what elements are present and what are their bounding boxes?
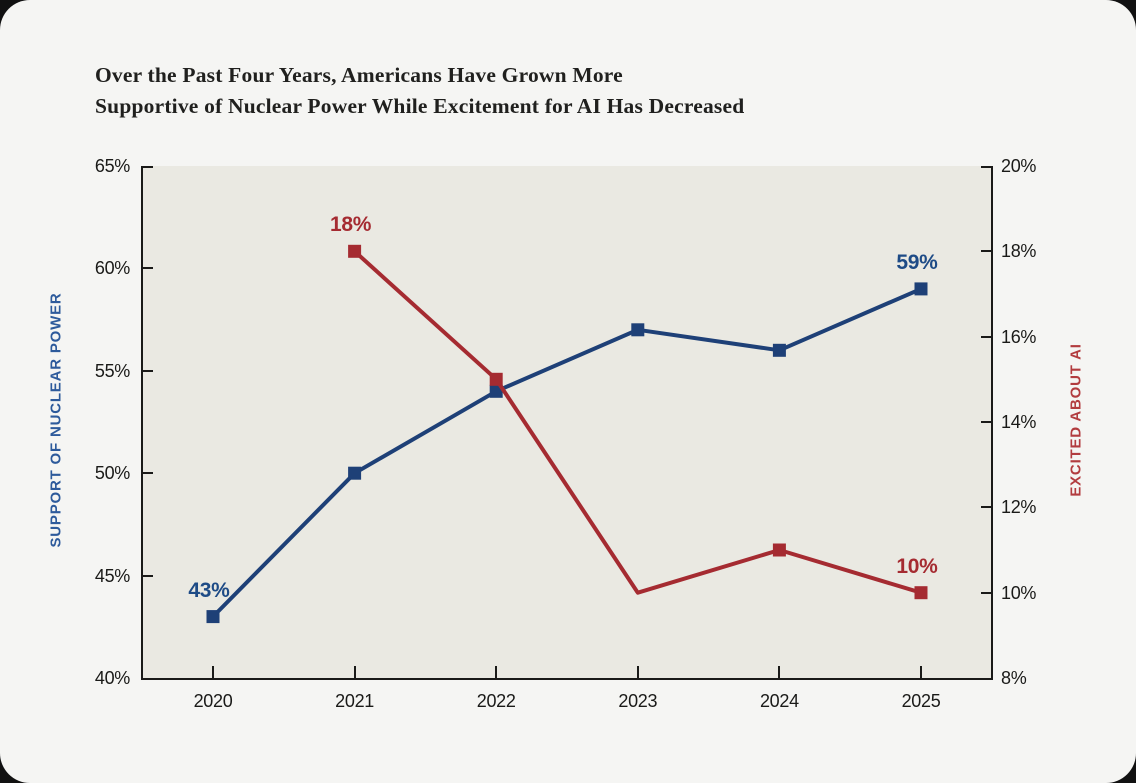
series-line-right (353, 249, 922, 595)
y-axis-right-tick-mark (981, 591, 991, 594)
left-axis-title: SUPPORT OF NUCLEAR POWER (47, 292, 65, 548)
data-point-marker (914, 282, 928, 296)
plot-area (141, 166, 993, 680)
x-axis-tick-label: 2021 (335, 691, 375, 711)
data-point-marker (206, 610, 220, 624)
y-axis-right-tick-label: 16% (1001, 326, 1037, 347)
x-axis-tick-mark (636, 666, 639, 678)
chart-title-line-1: Over the Past Four Years, Americans Have… (95, 63, 623, 87)
y-axis-right-tick-label: 18% (1001, 241, 1037, 262)
data-point-marker (348, 466, 362, 480)
x-axis-tick-mark (920, 666, 922, 678)
y-axis-right-tick-mark (981, 335, 991, 338)
series-line-left (211, 287, 922, 619)
y-axis-left-tick-label: 50% (94, 463, 130, 484)
data-point-marker (772, 543, 786, 557)
y-axis-right-tick-mark (981, 166, 991, 168)
y-axis-left-tick-label: 65% (94, 156, 130, 176)
data-point-marker (489, 384, 503, 398)
data-point-marker (772, 343, 786, 357)
y-axis-left-tick-mark (143, 369, 153, 372)
data-point-label: 59% (896, 250, 938, 274)
y-axis-left-tick-mark (143, 574, 153, 577)
y-axis-right-tick-label: 8% (1001, 668, 1027, 688)
y-axis-left-tick-label: 40% (94, 668, 130, 688)
y-axis-left-tick-mark (143, 166, 153, 168)
y-axis-left-tick-label: 45% (94, 565, 130, 586)
x-axis-tick-mark (778, 666, 781, 678)
series-svg (206, 244, 928, 624)
data-point-label: 18% (330, 213, 372, 237)
y-axis-left-tick-mark (143, 267, 153, 270)
x-axis-tick-mark (212, 666, 214, 678)
y-axis-right-tick-mark (981, 421, 991, 423)
y-axis-left-tick-mark (143, 472, 153, 475)
chart-title: Over the Past Four Years, Americans Have… (95, 60, 744, 122)
data-point-marker (631, 323, 645, 337)
data-point-label: 43% (188, 578, 230, 602)
x-axis-tick-label: 2022 (476, 691, 516, 711)
x-axis-tick-mark (353, 666, 356, 678)
y-axis-right-tick-label: 20% (1001, 156, 1037, 176)
data-point-marker (914, 586, 928, 600)
data-point-marker (348, 244, 362, 258)
x-axis-tick-label: 2023 (618, 691, 658, 711)
y-axis-right-tick-label: 14% (1001, 412, 1037, 432)
x-axis-tick-label: 2024 (759, 691, 799, 711)
x-axis-tick-label: 2025 (901, 691, 941, 711)
x-axis-tick-label: 2020 (193, 691, 233, 711)
x-axis-tick-mark (495, 666, 498, 678)
y-axis-right-tick-mark (981, 250, 991, 253)
y-axis-left-tick-label: 60% (94, 258, 130, 279)
chart-title-line-2: Supportive of Nuclear Power While Excite… (95, 94, 745, 118)
y-axis-right-tick-label: 10% (1001, 582, 1037, 603)
data-point-marker (489, 372, 503, 386)
y-axis-right-tick-mark (981, 506, 991, 509)
y-axis-right-tick-label: 12% (1001, 497, 1037, 518)
data-point-label: 10% (896, 554, 938, 578)
y-axis-left-tick-label: 55% (94, 360, 130, 381)
